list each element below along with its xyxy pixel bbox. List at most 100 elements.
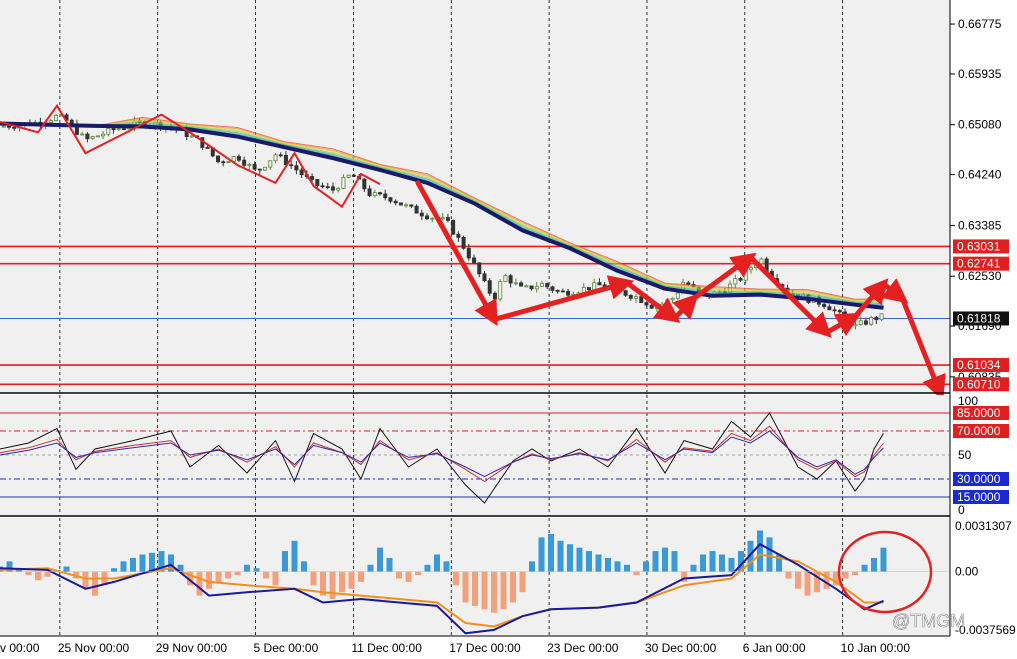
candle-body (597, 282, 602, 286)
macd-histogram-bar (234, 571, 241, 576)
candle-body (48, 120, 53, 124)
candle-body (628, 294, 633, 299)
price-level-tag (953, 311, 1009, 326)
macd-histogram-bar (842, 571, 849, 579)
forecast-arrow (624, 280, 681, 323)
price-pane[interactable]: 0.66775 0.65935 0.65080 0.64240 0.63385 0.625… (0, 0, 1009, 401)
macd-histogram-bar (491, 571, 497, 613)
candle-body (388, 197, 393, 202)
candle-body (456, 233, 461, 238)
candle-body (430, 217, 435, 220)
macd-histogram-bar (196, 571, 203, 596)
macd-histogram-bar (462, 571, 469, 603)
candle-body (534, 286, 539, 290)
macd-histogram-bar (500, 571, 507, 610)
macd-histogram-bar (63, 566, 70, 572)
slow-moving-average (0, 121, 884, 310)
candle-body (592, 282, 597, 291)
oscillator-level-label: 85.0000 (957, 406, 1001, 420)
candle-body (294, 165, 299, 171)
candle-body (226, 161, 231, 164)
x-tick-label: 11 Dec 00:00 (351, 641, 422, 655)
candle-body (7, 125, 12, 128)
macd-histogram-bar (719, 554, 725, 572)
macd-histogram-bar (738, 551, 744, 572)
forecast-arrow (900, 296, 946, 401)
x-tick-label: 25 Nov 00:00 (58, 641, 130, 655)
candle-body (529, 285, 534, 290)
macd-histogram-bar (833, 571, 839, 586)
price-level-tag (953, 239, 1009, 254)
y-tick-label: 0.62530 (958, 269, 1002, 283)
candle-body (419, 212, 424, 217)
macd-histogram-bar (728, 557, 735, 572)
y-tick-label: 0.65080 (958, 118, 1002, 132)
candle-body (670, 297, 675, 301)
macd-histogram-bar (785, 571, 792, 579)
y-tick-label: 0.64240 (958, 168, 1002, 182)
candle-body (346, 174, 351, 178)
y-tick-label: 100 (958, 394, 978, 408)
macd-histogram-bar (776, 554, 782, 572)
candle-body (221, 161, 226, 164)
candle-body (404, 204, 409, 207)
candle-body (189, 135, 194, 138)
x-tick-label: 10 Jan 00:00 (841, 641, 911, 655)
candle-body (649, 304, 654, 309)
y-tick-label: 0 (958, 503, 965, 517)
macd-histogram-bar (624, 564, 630, 572)
macd-histogram-bar (453, 571, 459, 586)
candle-body (618, 286, 623, 292)
candle-body (90, 136, 95, 140)
x-tick-label: 6 Jan 00:00 (743, 641, 806, 655)
candle-body (555, 289, 560, 292)
y-tick-label: 50 (958, 448, 972, 462)
y-tick-label: 0.00 (955, 565, 979, 579)
macd-histogram-bar (282, 551, 288, 572)
macd-histogram-bar (529, 561, 535, 572)
candle-body (121, 128, 126, 131)
candle-body (853, 324, 858, 327)
macd-histogram-bar (662, 547, 668, 572)
oscillator-line (0, 430, 884, 478)
macd-histogram-bar (595, 554, 602, 572)
macd-line (0, 542, 884, 635)
candle-body (216, 155, 221, 163)
macd-histogram-bar (139, 554, 146, 572)
candle-body (273, 154, 278, 162)
candle-body (409, 204, 414, 207)
price-level-label: 0.63031 (957, 239, 1001, 253)
forecast-arrow (748, 254, 832, 338)
candle-body (508, 275, 513, 284)
macd-histogram-bar (111, 568, 117, 572)
macd-histogram-bar (367, 564, 374, 572)
y-tick-label: -0.0037569 (955, 623, 1016, 637)
candle-body (393, 200, 398, 204)
forecast-arrow (672, 293, 699, 321)
macd-pane[interactable]: 0.0031307 0.00 -0.0037569 @TMGM (0, 518, 1016, 637)
macd-histogram-bar (557, 540, 564, 572)
oscillator-pane[interactable]: 100 50 0 85.0000 70.0000 30.0000 15.0000 (0, 394, 1009, 517)
x-tick-label: 17 Dec 00:00 (449, 641, 521, 655)
candle-body (874, 317, 879, 321)
macd-histogram-bar (690, 564, 697, 572)
candle-body (367, 188, 372, 197)
candle-body (12, 126, 17, 129)
oscillator-level-label: 15.0000 (957, 490, 1001, 504)
macd-histogram-bar (168, 554, 174, 572)
price-level-label: 0.62741 (957, 257, 1001, 271)
macd-histogram-bar (272, 571, 279, 586)
oscillator-level-tag (953, 490, 1009, 504)
macd-histogram-bar (671, 551, 678, 572)
macd-histogram-bar (177, 564, 184, 572)
candle-body (299, 169, 304, 176)
candle-body (503, 275, 508, 282)
macd-histogram-bar (396, 571, 402, 579)
macd-histogram-bar (481, 571, 488, 610)
oscillator-level-label: 30.0000 (957, 472, 1001, 486)
macd-histogram-bar (567, 544, 573, 572)
y-tick-label: 0.65935 (958, 67, 1002, 81)
candle-body (106, 127, 111, 135)
candle-body (278, 154, 283, 157)
